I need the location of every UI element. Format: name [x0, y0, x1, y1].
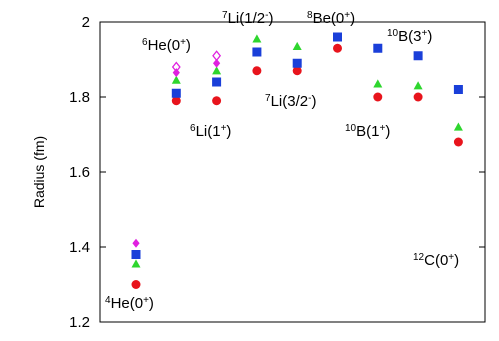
point: [453, 122, 463, 131]
annotation-text: ): [268, 10, 273, 27]
y-tick-label: 1.2: [69, 314, 90, 331]
point: [292, 58, 302, 68]
annotation-text: He(0: [148, 37, 181, 54]
annotation-sup: 12: [413, 252, 425, 263]
annotation-text: B(3: [398, 28, 421, 45]
point: [131, 250, 141, 259]
point: [373, 43, 383, 53]
y-tick-label: 2: [82, 14, 90, 31]
point: [252, 66, 262, 76]
annotation-sup: +: [221, 123, 227, 134]
annotation-text: Li(3/2: [271, 93, 309, 110]
point: [171, 88, 181, 98]
annotation: 7Li(1/2-): [222, 10, 273, 28]
annotation-sup: +: [379, 123, 385, 134]
point: [413, 51, 423, 61]
annotation-sup: -: [308, 93, 311, 104]
annotation-sup: +: [180, 37, 186, 48]
point: [252, 34, 262, 43]
point: [212, 50, 222, 62]
annotation-text: ): [186, 37, 191, 54]
point: [171, 75, 181, 84]
annotation: 10B(1+): [345, 123, 390, 141]
annotation: 6Li(1+): [190, 123, 231, 141]
annotation-sup: 7: [222, 10, 228, 21]
y-axis-label: Radius (fm): [31, 136, 47, 208]
point: [213, 58, 221, 68]
annotation-text: B(1: [356, 123, 379, 140]
annotation-text: Be(0: [313, 10, 345, 27]
annotation: 6He(0+): [142, 37, 191, 55]
point: [333, 32, 342, 42]
point: [453, 85, 463, 94]
point: [212, 66, 222, 75]
annotation-text: ): [427, 28, 432, 45]
point: [333, 43, 342, 53]
annotation-sup: -: [265, 10, 268, 21]
annotation-text: ): [454, 252, 459, 269]
annotation: 7Li(3/2-): [265, 93, 316, 111]
annotation-sup: +: [421, 28, 427, 39]
point: [252, 47, 262, 57]
point: [131, 259, 141, 268]
annotation-text: ): [350, 10, 355, 27]
point: [373, 92, 383, 102]
annotation-text: ): [149, 295, 154, 312]
annotation-text: Li(1/2: [228, 10, 266, 27]
point: [171, 96, 181, 106]
y-tick-label: 1.4: [69, 239, 90, 256]
point: [212, 96, 222, 106]
annotation: 4He(0+): [105, 295, 154, 313]
y-tick-label: 1.8: [69, 89, 90, 106]
point: [212, 77, 222, 87]
point: [373, 79, 383, 88]
annotation-sup: 10: [345, 123, 357, 134]
annotation-sup: 6: [190, 123, 196, 134]
point: [413, 92, 423, 102]
point: [292, 66, 302, 76]
point: [172, 68, 180, 78]
plot-frame: [99, 21, 486, 323]
annotation-text: ): [311, 93, 316, 110]
annotation-sup: +: [448, 252, 454, 263]
annotation: 12C(0+): [413, 252, 459, 270]
annotation-sup: 8: [307, 10, 313, 21]
annotation-sup: +: [143, 295, 149, 306]
annotation-sup: +: [344, 10, 350, 21]
annotation: 10B(3+): [387, 28, 432, 46]
annotation-sup: 6: [142, 37, 148, 48]
point: [131, 280, 141, 289]
annotation-text: ): [385, 123, 390, 140]
annotation-sup: 7: [265, 93, 271, 104]
annotation-text: C(0: [424, 252, 448, 269]
point: [292, 41, 302, 50]
point: [171, 61, 181, 73]
annotation: 8Be(0+): [307, 10, 355, 28]
y-tick-label: 1.6: [69, 164, 90, 181]
point: [453, 137, 463, 147]
annotation-text: ): [226, 123, 231, 140]
annotation-sup: 4: [105, 295, 111, 306]
annotation-sup: 10: [387, 28, 399, 39]
point: [413, 81, 423, 90]
point: [132, 238, 140, 248]
annotation-text: Li(1: [196, 123, 221, 140]
annotation-text: He(0: [111, 295, 144, 312]
